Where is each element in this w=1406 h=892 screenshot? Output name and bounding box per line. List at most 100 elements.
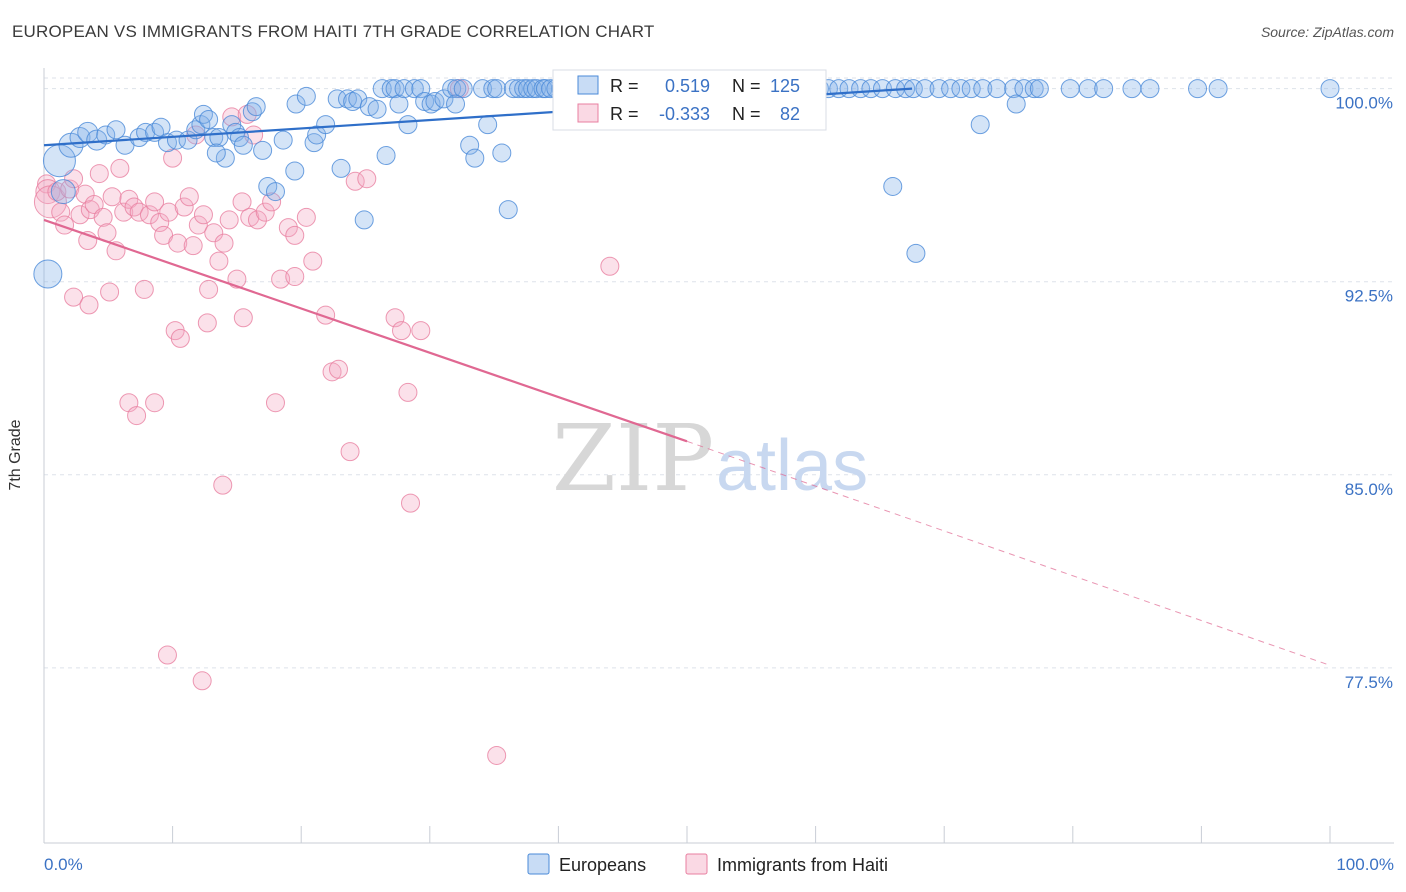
haiti-point [285, 225, 305, 245]
haiti-point [262, 192, 282, 212]
haiti-point [168, 233, 188, 253]
haiti-point [232, 192, 252, 212]
haiti-point [392, 321, 412, 341]
europeans-point [970, 115, 990, 135]
x-ticks [43, 826, 1331, 843]
haiti-point [192, 671, 212, 691]
europeans-point [478, 115, 498, 135]
europeans-point [1029, 79, 1049, 99]
europeans-point [951, 79, 971, 99]
haiti-point [174, 197, 194, 217]
haiti-point [199, 279, 219, 299]
haiti-point [64, 287, 84, 307]
legend-europeans-swatch [527, 853, 550, 875]
europeans-point [503, 79, 523, 99]
haiti-point [145, 192, 165, 212]
haiti-point [188, 215, 208, 235]
haiti-point [600, 256, 620, 276]
europeans-point [442, 79, 462, 99]
haiti-point [157, 645, 177, 665]
watermark-zip: ZIP [552, 405, 714, 512]
haiti-point [265, 393, 285, 413]
haiti-trend-line [43, 218, 688, 443]
gridlines [44, 77, 1394, 669]
y-tick-label: 100.0% [1335, 94, 1393, 113]
haiti-point [303, 251, 323, 271]
europeans-point [327, 89, 347, 109]
haiti-trend-extension [686, 440, 1331, 666]
haiti-point [100, 282, 120, 302]
europeans-point [367, 99, 387, 119]
haiti-point [84, 194, 104, 214]
legend-europeans-label: Europeans [559, 855, 646, 875]
europeans-point [193, 104, 213, 124]
europeans-point [465, 148, 485, 168]
europeans-point [265, 182, 285, 202]
haiti-point [411, 321, 431, 341]
haiti-point [179, 187, 199, 207]
europeans-point [498, 200, 518, 220]
y-tick-label: 85.0% [1345, 480, 1393, 499]
haiti-point [163, 148, 183, 168]
stats-pink-n-label: N = [732, 104, 761, 124]
haiti-point [193, 205, 213, 225]
europeans-point [1060, 79, 1080, 99]
stats-pink-r-label: R = [610, 104, 639, 124]
stats-blue-n-value: 125 [770, 76, 800, 96]
haiti-point [328, 359, 348, 379]
europeans-point [233, 135, 253, 155]
haiti-point [127, 406, 147, 426]
europeans-point [453, 79, 473, 99]
haiti-point [271, 269, 291, 289]
haiti-point [102, 187, 122, 207]
haiti-point [93, 207, 113, 227]
europeans-point [354, 210, 374, 230]
haiti-point [209, 251, 229, 271]
haiti-point [278, 218, 298, 238]
europeans-point [394, 79, 414, 99]
europeans-point [389, 94, 409, 114]
haiti-point [240, 207, 260, 227]
europeans-point [861, 79, 881, 99]
europeans-point [206, 143, 226, 163]
europeans-point [446, 94, 466, 114]
europeans-point [398, 115, 418, 135]
europeans-point [1006, 94, 1026, 114]
legend: Europeans Immigrants from Haiti [527, 853, 888, 875]
stats-pink-swatch [577, 103, 599, 123]
y-tick-label: 77.5% [1345, 673, 1393, 692]
haiti-point [139, 205, 159, 225]
haiti-point [233, 308, 253, 328]
europeans-point [359, 97, 379, 117]
europeans-point [1024, 79, 1044, 99]
haiti-point [401, 493, 421, 513]
haiti-point [110, 158, 130, 178]
haiti-point [124, 197, 144, 217]
europeans-point [460, 135, 480, 155]
europeans-point [473, 79, 493, 99]
europeans-point [1188, 79, 1208, 99]
europeans-point [487, 79, 507, 99]
europeans-point [883, 176, 903, 196]
haiti-point [89, 164, 109, 184]
watermark-atlas: atlas [716, 426, 868, 506]
haiti-point [214, 233, 234, 253]
haiti-point [222, 107, 242, 127]
haiti-point [145, 393, 165, 413]
europeans-point [987, 79, 1007, 99]
haiti-point [70, 205, 90, 225]
europeans-point [411, 79, 431, 99]
haiti-point [170, 328, 190, 348]
haiti-point [398, 382, 418, 402]
haiti-point [247, 210, 267, 230]
trend-lines [43, 87, 1331, 666]
europeans-point [1140, 79, 1160, 99]
europeans-point [246, 97, 266, 117]
europeans-point [973, 79, 993, 99]
haiti-point [255, 202, 275, 222]
haiti-point [60, 179, 80, 199]
europeans-point [1320, 79, 1340, 99]
legend-haiti-swatch [685, 853, 708, 875]
stats-blue-r-label: R = [610, 76, 639, 96]
